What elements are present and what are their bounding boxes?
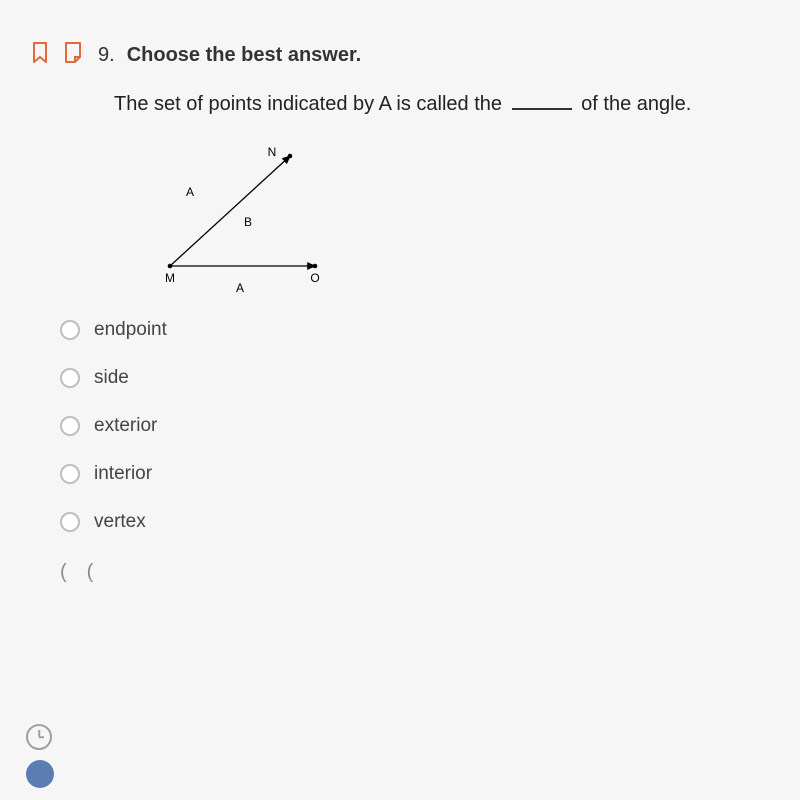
- avatar-icon[interactable]: [26, 760, 54, 788]
- option-interior[interactable]: interior: [60, 463, 770, 485]
- question-prompt: Choose the best answer.: [127, 44, 362, 67]
- clock-icon[interactable]: [26, 724, 52, 750]
- note-icon[interactable]: [62, 40, 86, 71]
- option-label: endpoint: [94, 319, 167, 341]
- radio-icon[interactable]: [60, 320, 80, 340]
- svg-text:O: O: [310, 271, 319, 285]
- question-text: The set of points indicated by A is call…: [114, 93, 770, 116]
- angle-diagram: A N B M O A: [140, 136, 770, 301]
- svg-text:B: B: [244, 215, 252, 229]
- radio-icon[interactable]: [60, 464, 80, 484]
- option-vertex[interactable]: vertex: [60, 511, 770, 533]
- radio-icon[interactable]: [60, 416, 80, 436]
- quiz-page: 9. Choose the best answer. The set of po…: [0, 0, 800, 800]
- answer-options: endpoint side exterior interior vertex: [60, 319, 770, 533]
- bookmark-icon[interactable]: [30, 40, 52, 71]
- fill-blank: [512, 108, 572, 110]
- option-endpoint[interactable]: endpoint: [60, 319, 770, 341]
- option-side[interactable]: side: [60, 367, 770, 389]
- option-label: side: [94, 367, 129, 389]
- svg-text:A: A: [186, 185, 194, 199]
- question-part2: of the angle.: [581, 93, 691, 115]
- radio-icon[interactable]: [60, 368, 80, 388]
- svg-text:M: M: [165, 271, 175, 285]
- footer-icons: [26, 724, 54, 788]
- option-label: exterior: [94, 415, 157, 437]
- svg-text:N: N: [268, 145, 277, 159]
- option-label: vertex: [94, 511, 146, 533]
- header-tool-icons: [30, 40, 86, 71]
- decorative-marks: ( (: [60, 561, 770, 584]
- option-label: interior: [94, 463, 152, 485]
- option-exterior[interactable]: exterior: [60, 415, 770, 437]
- paren-mark: (: [87, 561, 96, 584]
- paren-mark: (: [60, 561, 69, 584]
- question-number: 9.: [98, 44, 115, 67]
- question-part1: The set of points indicated by A is call…: [114, 93, 502, 115]
- radio-icon[interactable]: [60, 512, 80, 532]
- svg-text:A: A: [236, 281, 244, 295]
- question-header: 9. Choose the best answer.: [30, 40, 770, 71]
